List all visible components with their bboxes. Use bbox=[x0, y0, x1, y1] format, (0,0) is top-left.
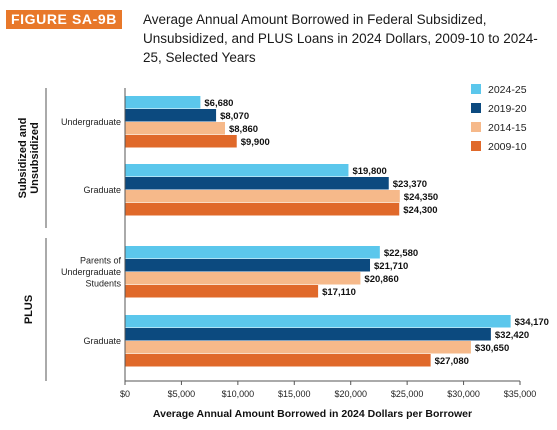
legend-label-2024-25: 2024-25 bbox=[488, 84, 527, 96]
x-tick-label: $30,000 bbox=[447, 389, 480, 399]
data-label-2019-20-cat3: $32,420 bbox=[495, 330, 529, 341]
x-tick-label: $5,000 bbox=[168, 389, 196, 399]
group-label: PLUS bbox=[23, 295, 35, 324]
x-axis-title: Average Annual Amount Borrowed in 2024 D… bbox=[153, 408, 472, 420]
x-tick-label: $25,000 bbox=[391, 389, 424, 399]
data-label-2024-25-cat3: $34,170 bbox=[515, 317, 549, 328]
bar-2014-15-cat3 bbox=[125, 341, 471, 354]
bar-2009-10-cat2 bbox=[125, 285, 319, 298]
data-label-2009-10-cat2: $17,110 bbox=[322, 287, 356, 298]
category-label: Parents of bbox=[80, 256, 122, 266]
bar-2024-25-cat1 bbox=[125, 164, 349, 177]
bar-2019-20-cat2 bbox=[125, 259, 371, 272]
data-label-2014-15-cat2: $20,860 bbox=[364, 274, 398, 285]
x-tick-label: $10,000 bbox=[222, 389, 255, 399]
data-label-2024-25-cat0: $6,680 bbox=[204, 98, 233, 109]
x-tick-label: $20,000 bbox=[334, 389, 367, 399]
bar-2009-10-cat1 bbox=[125, 203, 400, 216]
legend-label-2019-20: 2019-20 bbox=[488, 103, 527, 115]
data-label-2014-15-cat3: $30,650 bbox=[475, 343, 509, 354]
bar-2014-15-cat2 bbox=[125, 272, 361, 285]
bar-2019-20-cat0 bbox=[125, 109, 217, 122]
group-label-line: Subsidized and bbox=[17, 118, 29, 199]
bar-2024-25-cat0 bbox=[125, 96, 201, 109]
bar-2009-10-cat0 bbox=[125, 135, 237, 148]
legend-label-2014-15: 2014-15 bbox=[488, 122, 527, 134]
bar-2014-15-cat1 bbox=[125, 190, 400, 203]
data-label-2024-25-cat2: $22,580 bbox=[384, 248, 418, 259]
category-label: Graduate bbox=[83, 185, 121, 195]
data-label-2019-20-cat2: $21,710 bbox=[374, 261, 408, 272]
legend-swatch-2019-20 bbox=[471, 103, 481, 113]
data-label-2014-15-cat1: $24,350 bbox=[404, 192, 438, 203]
category-label: Graduate bbox=[83, 336, 121, 346]
data-label-2019-20-cat1: $23,370 bbox=[393, 179, 427, 190]
x-tick-label: $0 bbox=[120, 389, 130, 399]
group-label: Subsidized and Unsubsidized bbox=[17, 118, 41, 199]
bar-2024-25-cat3 bbox=[125, 315, 511, 328]
legend-swatch-2014-15 bbox=[471, 122, 481, 132]
category-label: Undergraduate bbox=[61, 267, 121, 277]
x-tick-label: $35,000 bbox=[504, 389, 537, 399]
bar-2024-25-cat2 bbox=[125, 246, 380, 259]
bar-2014-15-cat0 bbox=[125, 122, 225, 135]
chart-title: Average Annual Amount Borrowed in Federa… bbox=[143, 12, 538, 65]
bar-2019-20-cat1 bbox=[125, 177, 389, 190]
data-label-2009-10-cat0: $9,900 bbox=[241, 137, 270, 148]
legend-label-2009-10: 2009-10 bbox=[488, 141, 527, 153]
data-label-2009-10-cat3: $27,080 bbox=[435, 356, 469, 367]
figure-label: FIGURE SA-9B bbox=[6, 10, 122, 29]
data-label-2014-15-cat0: $8,860 bbox=[229, 124, 258, 135]
data-label-2009-10-cat1: $24,300 bbox=[403, 205, 437, 216]
x-tick-label: $15,000 bbox=[278, 389, 311, 399]
category-label: Students bbox=[85, 279, 121, 289]
group-label-line: PLUS bbox=[23, 295, 35, 324]
bar-2019-20-cat3 bbox=[125, 328, 491, 341]
bar-2009-10-cat3 bbox=[125, 354, 431, 367]
data-label-2019-20-cat0: $8,070 bbox=[220, 111, 249, 122]
legend-swatch-2024-25 bbox=[471, 84, 481, 94]
data-label-2024-25-cat1: $19,800 bbox=[352, 166, 386, 177]
group-label-line: Unsubsidized bbox=[29, 122, 41, 194]
legend-swatch-2009-10 bbox=[471, 141, 481, 151]
category-label: Undergraduate bbox=[61, 117, 121, 127]
